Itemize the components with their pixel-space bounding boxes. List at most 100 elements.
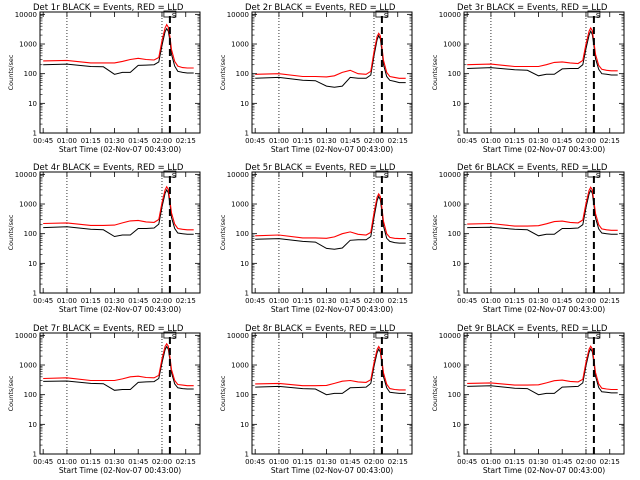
series-line-lld [255, 192, 406, 240]
y-tick-label: 100 [448, 230, 461, 238]
y-tick-label: 10 [452, 100, 461, 108]
x-axis-title: Start Time (02-Nov-07 00:43:00) [483, 305, 605, 314]
series-line-lld [467, 186, 618, 231]
series-line-events [43, 188, 194, 238]
series-line-lld [467, 26, 618, 72]
flag-box [163, 331, 177, 339]
flag-annotation: S [172, 12, 177, 20]
x-tick-label: 01:45 [128, 458, 148, 466]
plot-frame [39, 332, 201, 455]
flag-box [587, 10, 601, 18]
flag-annotation: S [384, 333, 389, 341]
x-tick-label: 00:45 [245, 297, 265, 305]
flag-box [375, 170, 389, 178]
plot-frame [463, 11, 625, 134]
series-line-lld [467, 345, 618, 391]
y-tick-label: 10000 [15, 11, 37, 19]
x-tick-label: 01:45 [340, 458, 360, 466]
x-tick-label: 00:45 [245, 137, 265, 145]
x-tick-label: 00:45 [33, 297, 53, 305]
y-axis-title: Counts/sec [219, 54, 227, 90]
x-tick-label: 01:00 [269, 297, 289, 305]
x-tick-label: 02:00 [364, 137, 384, 145]
flag-box [163, 10, 177, 18]
y-tick-label: 10000 [227, 332, 249, 340]
x-axis-title: Start Time (02-Nov-07 00:43:00) [59, 466, 181, 475]
x-tick-label: 01:00 [57, 137, 77, 145]
y-tick-label: 10000 [15, 171, 37, 179]
y-tick-label: 1 [457, 130, 461, 138]
series-line-lld [255, 345, 406, 391]
x-axis-title: Start Time (02-Nov-07 00:43:00) [483, 466, 605, 475]
x-axis-title: Start Time (02-Nov-07 00:43:00) [59, 145, 181, 154]
y-tick-label: 10 [240, 260, 249, 268]
series-line-events [43, 345, 194, 391]
y-tick-label: 1 [245, 451, 249, 459]
y-tick-label: 10000 [227, 11, 249, 19]
x-tick-label: 02:15 [176, 137, 196, 145]
x-tick-label: 01:30 [316, 458, 336, 466]
y-axis-title: Counts/sec [7, 54, 15, 90]
data-area [43, 342, 194, 391]
x-tick-label: 02:00 [576, 137, 596, 145]
y-tick-label: 100 [236, 70, 249, 78]
y-tick-label: 100 [448, 391, 461, 399]
flag-annotation: S [596, 172, 601, 180]
x-tick-label: 01:15 [293, 137, 313, 145]
y-axis-title: Counts/sec [431, 375, 439, 411]
x-tick-label: 02:00 [152, 297, 172, 305]
y-tick-label: 10000 [15, 332, 37, 340]
y-tick-label: 1000 [19, 362, 37, 370]
y-tick-label: 100 [236, 391, 249, 399]
plot-frame [251, 171, 413, 294]
x-tick-label: 00:45 [245, 458, 265, 466]
x-tick-label: 01:30 [316, 137, 336, 145]
y-tick-label: 10 [28, 260, 37, 268]
flag-box [587, 170, 601, 178]
x-tick-label: 02:00 [152, 458, 172, 466]
y-tick-label: 10 [452, 260, 461, 268]
y-tick-label: 1000 [231, 41, 249, 49]
y-tick-label: 1 [245, 290, 249, 298]
data-area [255, 345, 406, 396]
flag-box [587, 331, 601, 339]
y-tick-label: 1000 [443, 41, 461, 49]
flag-box [375, 331, 389, 339]
y-tick-label: 1 [33, 130, 37, 138]
y-tick-label: 1000 [231, 201, 249, 209]
x-tick-label: 02:15 [176, 458, 196, 466]
flag-annotation: S [384, 172, 389, 180]
x-tick-label: 01:45 [128, 137, 148, 145]
panel-title: Det 8r BLACK = Events, RED = LLD [245, 324, 396, 334]
data-area [467, 345, 618, 396]
series-line-events [255, 195, 406, 250]
y-tick-label: 10000 [439, 332, 461, 340]
y-axis-title: Counts/sec [7, 375, 15, 411]
x-tick-label: 01:00 [481, 458, 501, 466]
x-axis-title: Start Time (02-Nov-07 00:43:00) [271, 466, 393, 475]
flag-annotation: S [596, 12, 601, 20]
x-axis-title: Start Time (02-Nov-07 00:43:00) [483, 145, 605, 154]
data-area [467, 26, 618, 77]
y-tick-label: 1 [457, 290, 461, 298]
x-tick-label: 02:00 [576, 458, 596, 466]
series-line-events [43, 27, 194, 75]
panel-title: Det 9r BLACK = Events, RED = LLD [457, 324, 608, 334]
series-line-events [467, 29, 618, 77]
y-tick-label: 100 [24, 230, 37, 238]
plot-frame [463, 332, 625, 455]
y-tick-label: 100 [236, 230, 249, 238]
x-tick-label: 02:15 [600, 137, 620, 145]
flag-annotation: S [596, 333, 601, 341]
y-tick-label: 1 [457, 451, 461, 459]
x-tick-label: 01:45 [128, 297, 148, 305]
y-tick-label: 1 [33, 451, 37, 459]
series-line-events [255, 348, 406, 396]
x-tick-label: 00:45 [457, 297, 477, 305]
x-tick-label: 00:45 [33, 458, 53, 466]
